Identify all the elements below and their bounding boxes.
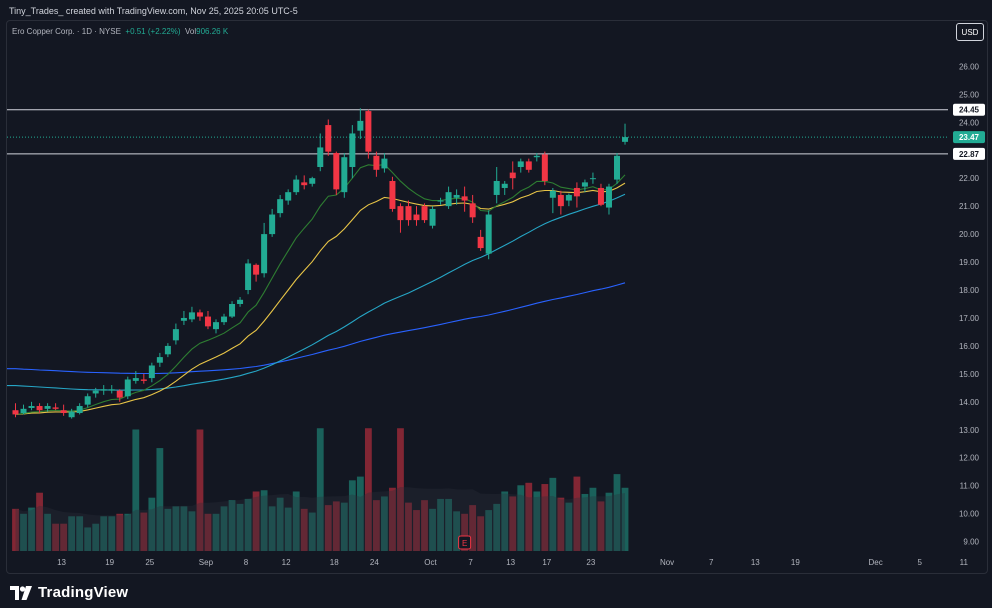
currency-button[interactable]: USD — [956, 23, 984, 41]
price-change: +0.51 (+2.22%) — [125, 27, 181, 36]
footer-bar — [0, 574, 992, 608]
snapshot-caption: Tiny_Trades_ created with TradingView.co… — [9, 6, 298, 16]
symbol-title[interactable]: Ero Copper Corp. · 1D · NYSE — [12, 27, 121, 36]
brand-name: TradingView — [38, 584, 129, 601]
volume-value: 906.26 K — [196, 27, 229, 36]
volume-label: Vol — [185, 27, 197, 36]
header-bar: Tiny_Trades_ created with TradingView.co… — [0, 0, 992, 22]
tradingview-logo[interactable]: TradingView — [10, 584, 128, 601]
tradingview-mark-icon — [10, 585, 32, 600]
chart-pane[interactable] — [6, 20, 988, 574]
symbol-legend: Ero Copper Corp. · 1D · NYSE +0.51 (+2.2… — [12, 27, 228, 36]
